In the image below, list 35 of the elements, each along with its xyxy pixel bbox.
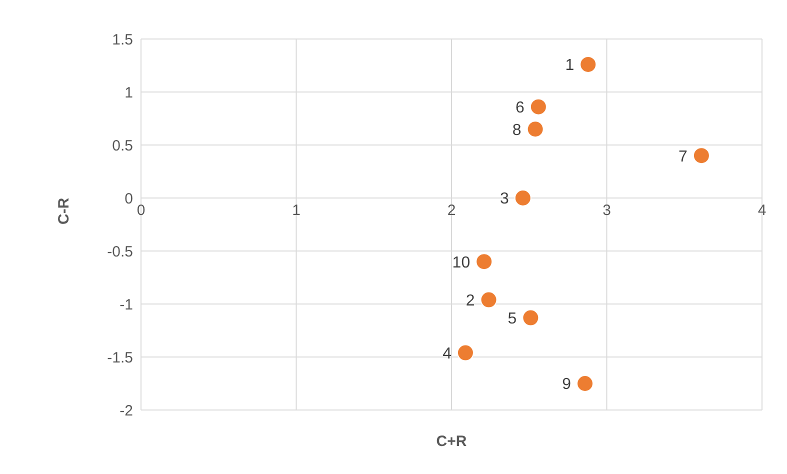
- x-tick-label: 1: [292, 202, 300, 219]
- annotation: 2: [466, 292, 475, 310]
- y-axis-title: C-R: [55, 198, 72, 224]
- annotation: 9: [562, 376, 572, 394]
- annotation: 8: [512, 122, 522, 139]
- annotation: 6: [516, 100, 525, 117]
- y-tick-label: 0.5: [112, 137, 133, 154]
- annotation: 3: [500, 190, 510, 208]
- point: [514, 190, 532, 206]
- annotation: 5: [508, 310, 517, 328]
- x-axis-title: C+R: [436, 433, 467, 450]
- point: [530, 98, 547, 116]
- y-tick-label: 0: [124, 190, 133, 208]
- annotation: 7: [678, 148, 688, 166]
- x-tick-label: 4: [758, 202, 766, 219]
- point: [480, 291, 498, 308]
- annotation: 1: [565, 57, 574, 74]
- point: [476, 253, 493, 270]
- x-tick-label: 0: [136, 202, 146, 219]
- point: [576, 375, 594, 392]
- point: [526, 120, 544, 138]
- y-tick-label: -1: [120, 296, 133, 314]
- annotation: 4: [442, 345, 452, 362]
- x-tick-label: 3: [602, 202, 611, 219]
- point: [692, 147, 710, 164]
- point: [580, 56, 597, 73]
- y-tick-label: -0.5: [107, 243, 133, 260]
- point: [456, 344, 474, 362]
- y-tick-label: 1: [124, 84, 133, 102]
- y-tick-label: -2: [120, 402, 133, 420]
- y-tick-label: -1.5: [107, 349, 133, 366]
- annotation: 10: [452, 254, 470, 272]
- point: [522, 309, 540, 326]
- x-tick-label: 2: [447, 202, 456, 219]
- y-tick-label: 1.5: [112, 31, 133, 48]
